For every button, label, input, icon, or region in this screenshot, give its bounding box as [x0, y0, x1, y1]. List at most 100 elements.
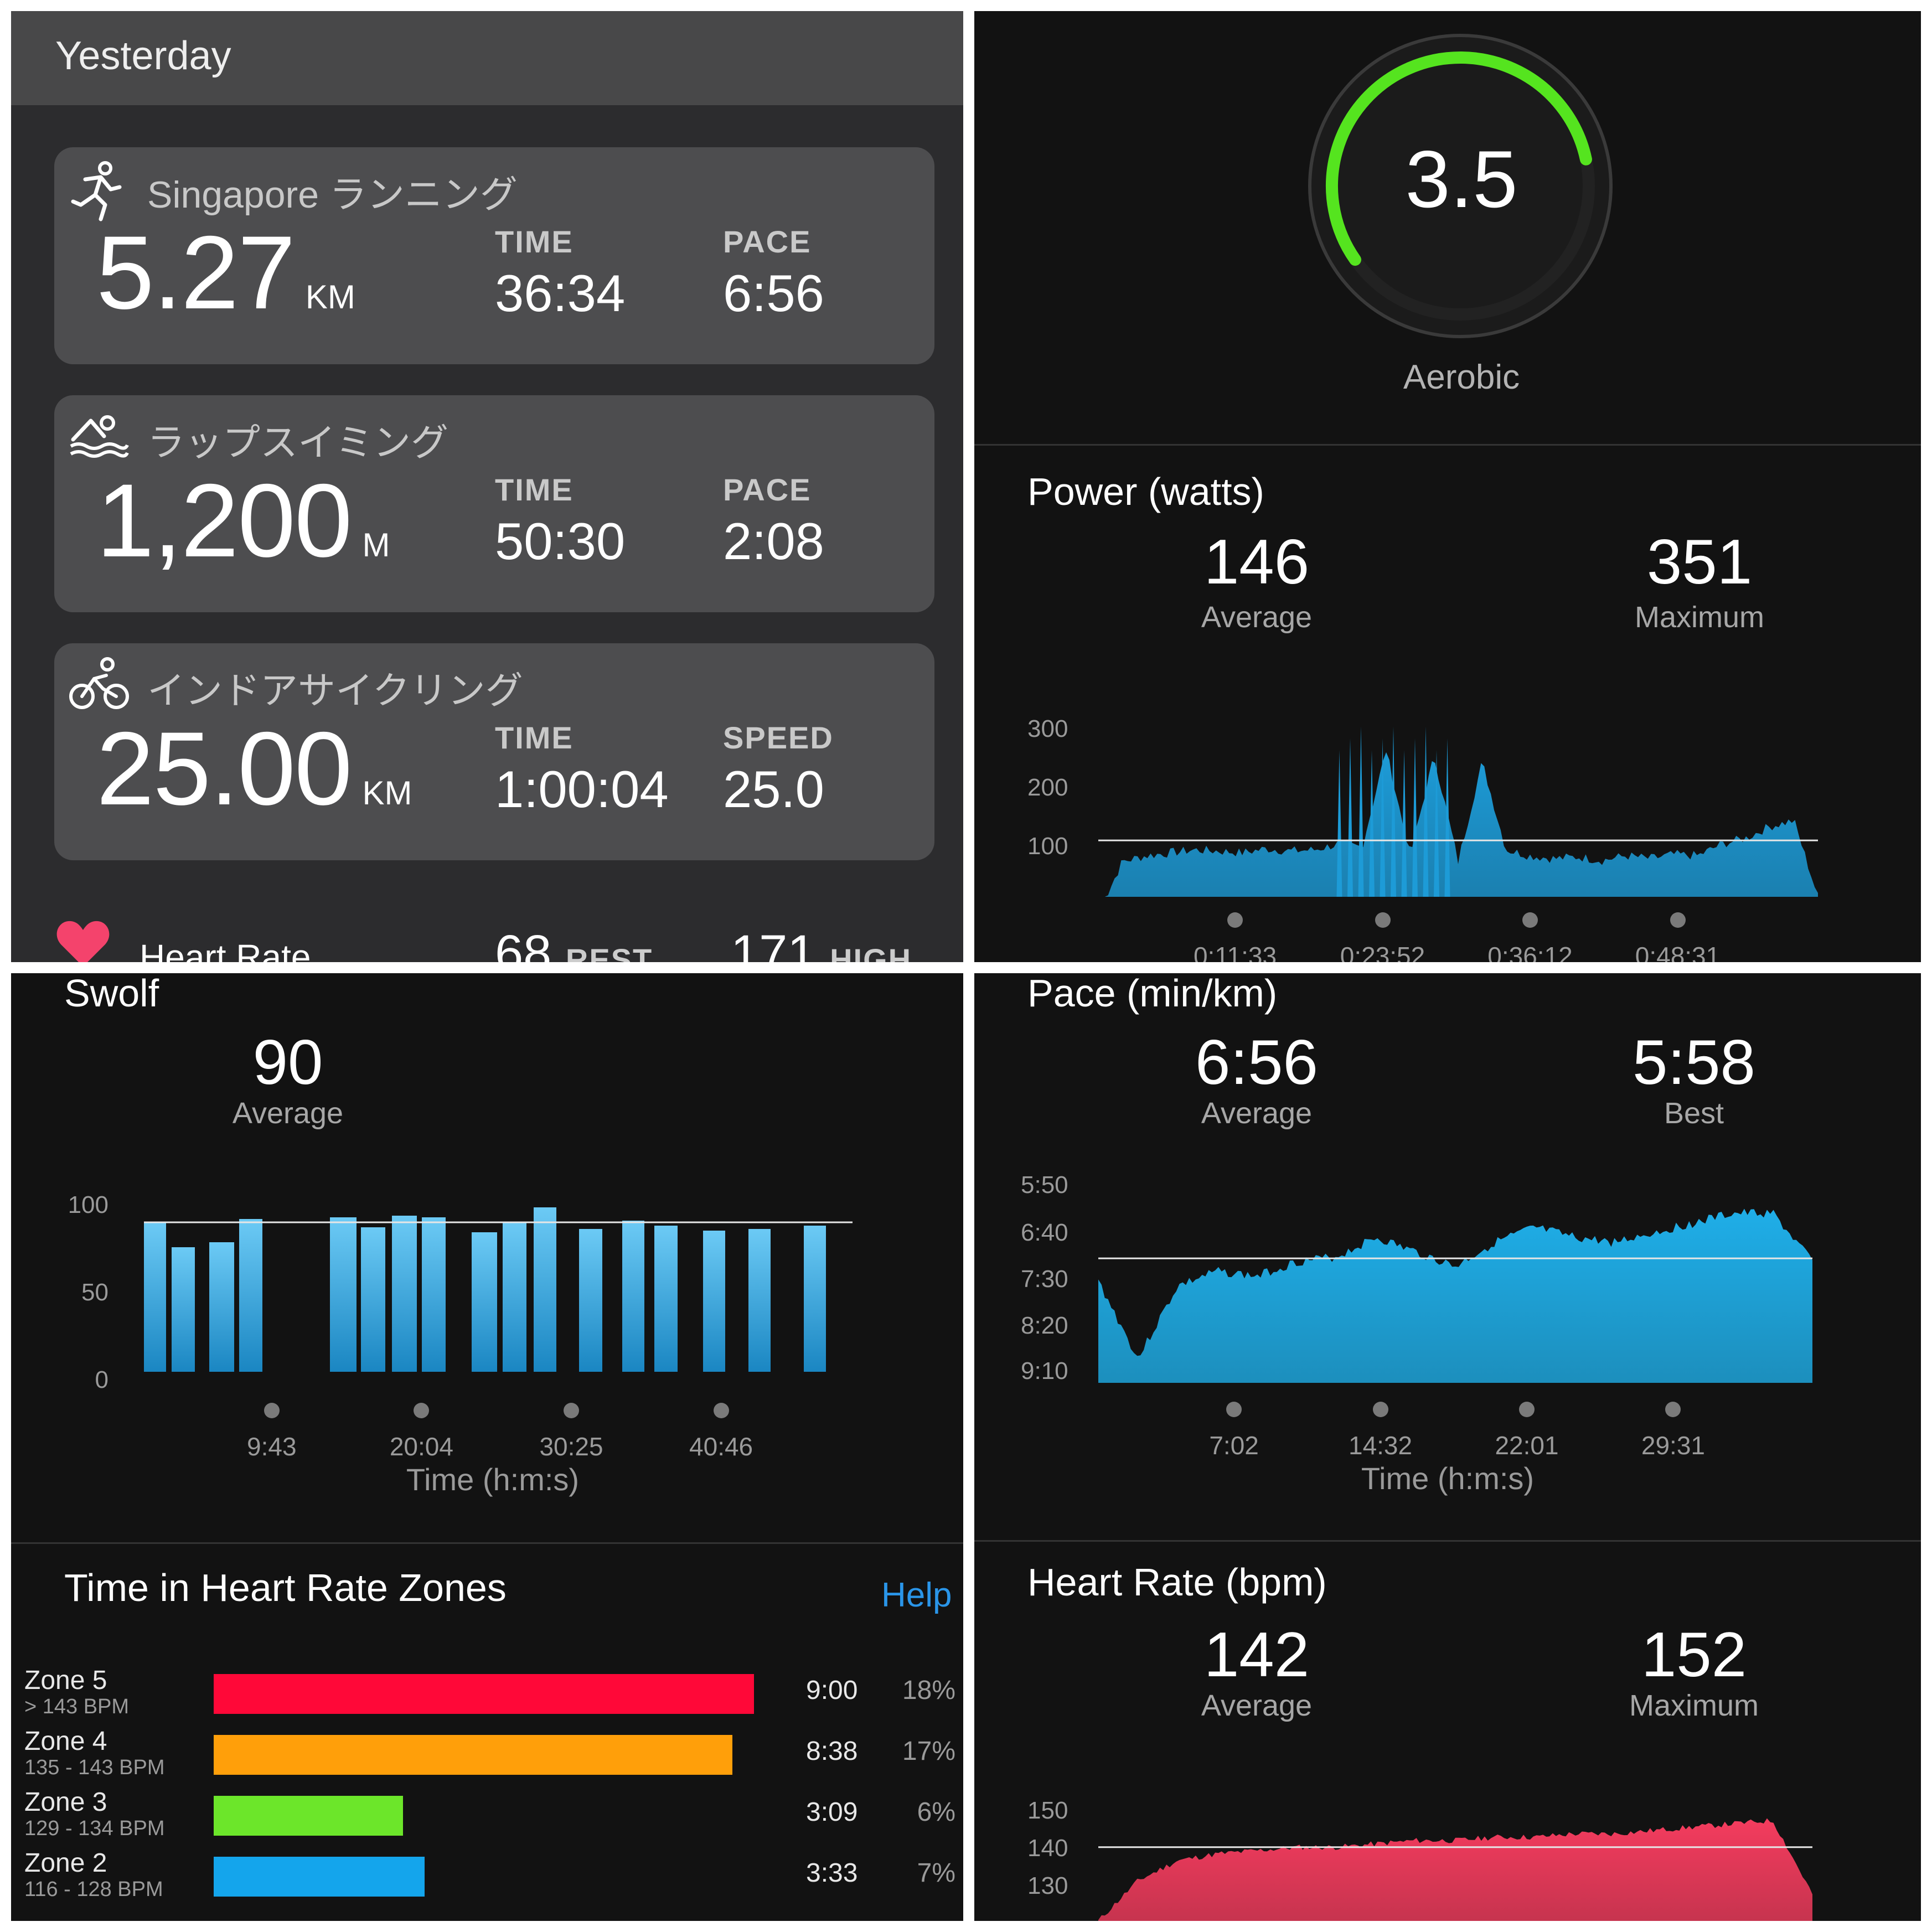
y-tick-label: 100	[68, 1191, 109, 1218]
y-tick-label: 6:40	[1021, 1219, 1068, 1246]
activity-name: ラップスイミング	[147, 422, 449, 464]
section-divider	[974, 1540, 1921, 1542]
power-spike	[1380, 738, 1386, 897]
swolf-zones-panel: Swolf 90 Average 100 50 0 9:43 20:04 30:25…	[11, 973, 963, 1921]
time-value: 36:34	[495, 264, 626, 322]
x-tick-dot	[1665, 1402, 1681, 1417]
activity-distance: 5.27 KM	[96, 214, 355, 330]
zone-time: 8:38	[806, 1737, 858, 1766]
heart-rate-row[interactable]: Heart Rate 68 REST 171 HIGH	[11, 902, 963, 962]
power-maximum: 351	[1646, 527, 1753, 597]
swolf-bar	[472, 1232, 497, 1372]
activities-panel: Yesterday Singapore ランニング 5.27 KM TIME 36…	[11, 11, 963, 962]
gauge-progress-arc	[1326, 51, 1592, 266]
activity-name: Singapore ランニング	[147, 174, 518, 216]
x-tick-dot	[1670, 912, 1686, 928]
zone-percent: 17%	[902, 1737, 955, 1766]
zone-percent: 7%	[917, 1858, 955, 1888]
pace-chart[interactable]	[1098, 1189, 1812, 1383]
x-tick-label: 7:02	[1209, 1431, 1259, 1460]
hr-average: 142	[1203, 1620, 1310, 1690]
x-tick-dot	[713, 1403, 729, 1418]
x-tick-dot	[1227, 912, 1243, 928]
zone-time: 3:09	[806, 1797, 858, 1827]
x-tick-label: 29:31	[1641, 1431, 1705, 1460]
help-link[interactable]: Help	[881, 1576, 952, 1614]
heart-icon	[56, 921, 110, 962]
swolf-bar	[209, 1242, 234, 1372]
pace-average-label: Average	[1201, 1097, 1313, 1130]
speed-label: SPEED	[723, 720, 834, 755]
x-tick-dot	[1372, 1402, 1388, 1417]
y-tick-label: 9:10	[1021, 1357, 1068, 1385]
pace-average: 6:56	[1195, 1027, 1318, 1098]
time-label: TIME	[495, 472, 574, 507]
swolf-bar	[703, 1231, 725, 1372]
zones-title: Time in Heart Rate Zones	[64, 1566, 507, 1609]
x-tick-label: 0:11:33	[1193, 942, 1277, 962]
x-tick-label: 20:04	[389, 1432, 453, 1461]
zone-name: Zone 2	[24, 1848, 107, 1878]
zone-row[interactable]: Zone 3 129 - 134 BPM 3:09 6%	[11, 1787, 963, 1848]
y-tick-label: 130	[1027, 1872, 1068, 1899]
power-spike	[1336, 750, 1342, 897]
zone-range: > 143 BPM	[24, 1695, 130, 1718]
x-tick-label: 30:25	[539, 1432, 603, 1461]
swimming-icon	[70, 415, 129, 458]
power-chart[interactable]	[1098, 703, 1818, 902]
swolf-bar	[422, 1217, 446, 1372]
zone-range: 129 - 134 BPM	[24, 1817, 165, 1840]
swolf-bar	[239, 1219, 262, 1372]
heart-rate-chart[interactable]	[1098, 1804, 1812, 1921]
training-effect-gauge	[1308, 34, 1613, 338]
zone-percent: 6%	[917, 1797, 955, 1827]
section-divider	[974, 444, 1921, 446]
x-tick-label: 22:01	[1495, 1431, 1559, 1460]
swolf-chart[interactable]	[133, 1189, 864, 1388]
zone-time: 3:33	[806, 1858, 858, 1888]
swolf-title: Swolf	[64, 973, 159, 1015]
zone-name: Zone 4	[24, 1727, 107, 1756]
time-label: TIME	[495, 720, 574, 755]
section-header: Yesterday	[11, 11, 963, 105]
zone-row[interactable]: Zone 2 116 - 128 BPM 3:33 7%	[11, 1848, 963, 1909]
activity-card-run[interactable]: Singapore ランニング 5.27 KM TIME 36:34 PACE 6…	[54, 147, 934, 364]
pace-hr-panel: Pace (min/km) 6:56 Average 5:58 Best 5:5…	[974, 973, 1921, 1921]
activity-distance: 1,200 M	[96, 462, 390, 578]
zone-percent: 18%	[902, 1676, 955, 1705]
swolf-bar	[503, 1222, 526, 1372]
swolf-bar	[361, 1227, 385, 1372]
activity-card-cycling[interactable]: インドアサイクリング 25.00 KM TIME 1:00:04 SPEED 25…	[54, 643, 934, 860]
zone-row[interactable]: Zone 4 135 - 143 BPM 8:38 17%	[11, 1726, 963, 1787]
hr-maximum-label: Maximum	[1629, 1689, 1759, 1722]
section-title: Yesterday	[55, 34, 231, 78]
zone-row[interactable]: Zone 5 > 143 BPM 9:00 18%	[11, 1665, 963, 1726]
power-spike	[1444, 738, 1450, 897]
y-tick-label: 7:30	[1021, 1265, 1068, 1293]
power-average-label: Average	[1201, 601, 1313, 634]
activity-distance: 25.00 KM	[96, 710, 412, 826]
pace-label: PACE	[723, 472, 812, 507]
swolf-average: 90	[252, 1027, 323, 1098]
power-spike	[1401, 750, 1407, 897]
x-tick-dot	[1522, 912, 1538, 928]
y-tick-label: 0	[95, 1366, 109, 1393]
x-tick-label: 14:32	[1348, 1431, 1413, 1460]
x-tick-dot	[564, 1403, 579, 1418]
cycling-icon	[69, 657, 129, 709]
series-area	[1098, 752, 1818, 897]
high-value: 171 HIGH	[731, 925, 912, 962]
x-axis-label: Time (h:m:s)	[406, 1462, 580, 1497]
y-tick-label: 50	[81, 1279, 109, 1306]
swolf-bar	[144, 1222, 166, 1372]
y-tick-label: 5:50	[1021, 1171, 1068, 1199]
swolf-average-label: Average	[232, 1097, 344, 1130]
time-value: 50:30	[495, 512, 626, 570]
swolf-bar	[392, 1216, 417, 1372]
x-tick-label: 0:23:52	[1340, 942, 1425, 962]
time-label: TIME	[495, 224, 574, 259]
power-spike	[1423, 726, 1429, 897]
power-maximum-label: Maximum	[1634, 601, 1764, 634]
zone-bar	[214, 1735, 732, 1775]
activity-card-swim[interactable]: ラップスイミング 1,200 M TIME 50:30 PACE 2:08	[54, 395, 934, 612]
